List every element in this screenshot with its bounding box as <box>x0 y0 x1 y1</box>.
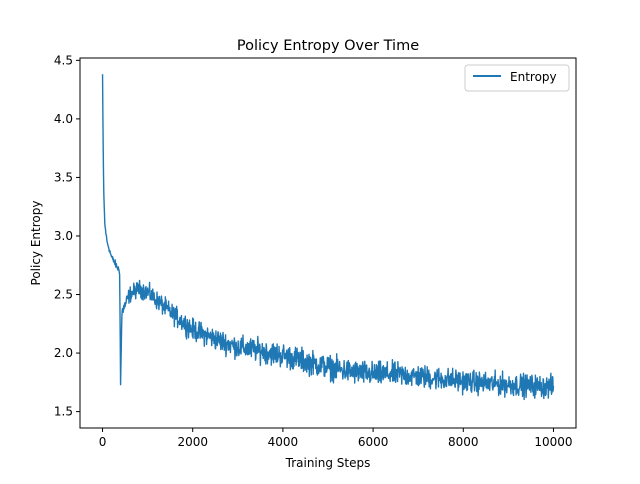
y-tick-label: 1.5 <box>54 405 73 419</box>
x-tick-label: 4000 <box>268 435 299 449</box>
series-line-entropy <box>101 74 555 401</box>
y-tick-label: 2.0 <box>54 346 73 360</box>
x-tick-label: 0 <box>99 435 107 449</box>
legend-box <box>464 64 570 92</box>
x-tick-label: 2000 <box>177 435 208 449</box>
x-axis-label: Training Steps <box>285 456 371 470</box>
x-tick-label: 8000 <box>448 435 479 449</box>
y-axis-label: Policy Entropy <box>29 201 43 286</box>
y-axis: 1.5 2.0 2.5 3.0 3.5 4.0 4.5 <box>54 53 80 419</box>
legend: Entropy <box>464 64 570 92</box>
y-tick-label: 3.5 <box>54 170 73 184</box>
x-tick-label: 6000 <box>358 435 389 449</box>
y-tick-label: 4.0 <box>54 112 73 126</box>
legend-entry-entropy: Entropy <box>510 70 557 84</box>
y-tick-label: 2.5 <box>54 288 73 302</box>
chart-title: Policy Entropy Over Time <box>237 38 419 54</box>
x-tick-label: 10000 <box>534 435 572 449</box>
y-tick-label: 4.5 <box>54 53 73 67</box>
y-tick-label: 3.0 <box>54 229 73 243</box>
x-axis: 0 2000 4000 6000 8000 10000 <box>99 428 573 449</box>
axes-frame <box>79 57 577 429</box>
series-layer <box>101 74 555 401</box>
